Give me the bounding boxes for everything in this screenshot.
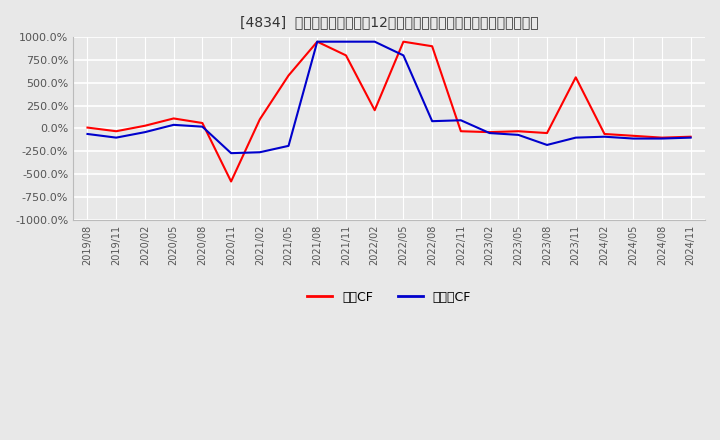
営業CF	[313, 39, 322, 44]
営業CF	[399, 39, 408, 44]
営業CF	[600, 131, 609, 136]
Line: 営業CF: 営業CF	[87, 42, 690, 181]
フリーCF	[227, 150, 235, 156]
営業CF	[543, 130, 552, 136]
営業CF	[456, 128, 465, 134]
フリーCF	[428, 118, 436, 124]
フリーCF	[342, 39, 351, 44]
フリーCF	[256, 150, 264, 155]
営業CF	[227, 179, 235, 184]
営業CF	[198, 121, 207, 126]
フリーCF	[284, 143, 293, 148]
フリーCF	[629, 136, 637, 141]
フリーCF	[686, 135, 695, 140]
フリーCF	[572, 135, 580, 140]
フリーCF	[456, 117, 465, 123]
営業CF	[284, 73, 293, 78]
フリーCF	[657, 136, 666, 141]
営業CF	[112, 128, 120, 134]
営業CF	[629, 133, 637, 139]
Title: [4834]  キャッシュフローの12か月移動合計の対前年同期増減率の推移: [4834] キャッシュフローの12か月移動合計の対前年同期増減率の推移	[240, 15, 539, 29]
営業CF	[572, 75, 580, 80]
営業CF	[514, 128, 523, 134]
営業CF	[657, 135, 666, 140]
Legend: 営業CF, フリーCF: 営業CF, フリーCF	[302, 286, 476, 309]
フリーCF	[169, 122, 178, 128]
フリーCF	[514, 132, 523, 138]
フリーCF	[600, 134, 609, 139]
営業CF	[428, 44, 436, 49]
フリーCF	[198, 124, 207, 129]
フリーCF	[485, 130, 494, 136]
フリーCF	[399, 53, 408, 58]
営業CF	[485, 129, 494, 135]
フリーCF	[112, 135, 120, 140]
フリーCF	[543, 142, 552, 147]
フリーCF	[313, 39, 322, 44]
Line: フリーCF: フリーCF	[87, 42, 690, 153]
営業CF	[169, 116, 178, 121]
フリーCF	[140, 129, 149, 135]
営業CF	[686, 134, 695, 139]
フリーCF	[83, 131, 91, 136]
営業CF	[370, 107, 379, 113]
営業CF	[342, 53, 351, 58]
営業CF	[83, 125, 91, 130]
営業CF	[256, 117, 264, 122]
フリーCF	[370, 39, 379, 44]
営業CF	[140, 123, 149, 128]
